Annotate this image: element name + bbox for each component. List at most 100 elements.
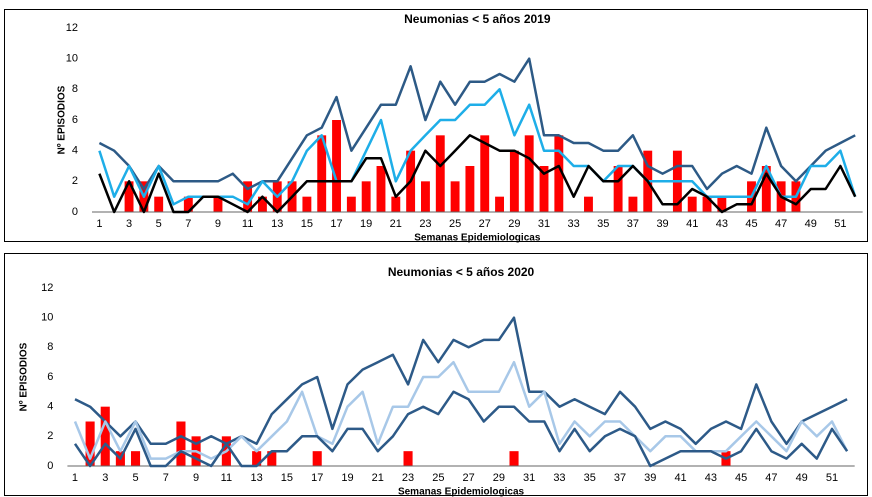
x-tick-label: 27 bbox=[462, 472, 474, 484]
bar bbox=[376, 166, 386, 212]
x-tick-label: 9 bbox=[193, 472, 199, 484]
x-tick-label: 49 bbox=[805, 218, 817, 230]
bar bbox=[687, 196, 697, 212]
y-tick-label: 0 bbox=[47, 460, 53, 472]
bar bbox=[403, 451, 413, 466]
x-tick-label: 21 bbox=[372, 472, 384, 484]
x-tick-label: 45 bbox=[745, 218, 757, 230]
bar bbox=[702, 196, 712, 212]
x-tick-label: 35 bbox=[584, 472, 596, 484]
y-tick-label: 4 bbox=[72, 145, 78, 157]
x-tick-label: 1 bbox=[72, 472, 78, 484]
bar bbox=[130, 451, 141, 466]
y-tick-label: 0 bbox=[72, 206, 78, 218]
line bbox=[73, 390, 849, 468]
bar bbox=[183, 196, 193, 212]
x-tick-label: 15 bbox=[281, 472, 293, 484]
x-tick-label: 43 bbox=[705, 472, 717, 484]
bar bbox=[176, 421, 186, 466]
x-tick-label: 31 bbox=[523, 472, 535, 484]
x-tick-label: 49 bbox=[796, 472, 808, 484]
bar bbox=[717, 196, 727, 212]
x-tick-label: 7 bbox=[163, 472, 169, 484]
chart-title: Neumonias < 5 años 2020 bbox=[388, 265, 535, 279]
x-tick-label: 15 bbox=[301, 218, 313, 230]
x-tick-label: 47 bbox=[775, 218, 787, 230]
bar bbox=[435, 135, 445, 212]
bar bbox=[317, 135, 327, 212]
bar bbox=[312, 451, 322, 466]
y-tick-label: 6 bbox=[47, 371, 53, 383]
bar bbox=[243, 181, 253, 212]
y-tick-label: 6 bbox=[72, 114, 78, 126]
y-tick-label: 8 bbox=[47, 341, 53, 353]
bar bbox=[524, 135, 534, 212]
frame bbox=[4, 253, 868, 496]
x-tick-label: 17 bbox=[311, 472, 323, 484]
x-tick-label: 23 bbox=[402, 472, 414, 484]
bar bbox=[85, 421, 95, 466]
bar bbox=[509, 451, 519, 466]
line bbox=[98, 88, 857, 206]
y-axis-title: Nº EPISODIOS bbox=[19, 342, 30, 411]
bar bbox=[154, 196, 164, 212]
x-tick-label: 9 bbox=[215, 218, 221, 230]
x-tick-label: 41 bbox=[674, 472, 686, 484]
x-tick-label: 5 bbox=[132, 472, 138, 484]
x-tick-label: 33 bbox=[568, 218, 580, 230]
x-tick-label: 51 bbox=[834, 218, 846, 230]
line bbox=[74, 316, 848, 446]
bar bbox=[257, 196, 267, 212]
y-tick-label: 10 bbox=[41, 312, 53, 324]
x-tick-label: 1 bbox=[96, 218, 102, 230]
bar bbox=[391, 196, 401, 212]
x-tick-label: 13 bbox=[271, 218, 283, 230]
x-tick-label: 13 bbox=[251, 472, 263, 484]
bar bbox=[252, 451, 262, 466]
x-tick-label: 37 bbox=[627, 218, 639, 230]
x-tick-label: 19 bbox=[341, 472, 353, 484]
x-tick-label: 31 bbox=[538, 218, 550, 230]
x-tick-label: 35 bbox=[597, 218, 609, 230]
x-tick-label: 51 bbox=[826, 472, 838, 484]
x-tick-label: 45 bbox=[735, 472, 747, 484]
x-tick-label: 29 bbox=[508, 218, 520, 230]
bar bbox=[361, 181, 371, 212]
bar bbox=[100, 406, 110, 466]
bar bbox=[213, 196, 223, 212]
x-axis-title: Semanas Epidemiologicas bbox=[398, 487, 525, 497]
bar bbox=[124, 181, 134, 212]
bar bbox=[554, 135, 564, 212]
x-tick-label: 5 bbox=[156, 218, 162, 230]
y-tick-label: 10 bbox=[66, 53, 78, 65]
x-tick-label: 27 bbox=[479, 218, 491, 230]
x-tick-label: 21 bbox=[390, 218, 402, 230]
bar bbox=[539, 166, 549, 212]
bar bbox=[761, 166, 771, 212]
y-tick-label: 12 bbox=[41, 282, 53, 294]
bar bbox=[495, 196, 504, 212]
bar bbox=[302, 196, 312, 212]
x-tick-label: 7 bbox=[185, 218, 191, 230]
x-tick-label: 29 bbox=[493, 472, 505, 484]
x-tick-label: 3 bbox=[126, 218, 132, 230]
bar bbox=[480, 135, 490, 212]
bar bbox=[584, 196, 593, 212]
x-tick-label: 39 bbox=[644, 472, 656, 484]
x-tick-label: 41 bbox=[686, 218, 698, 230]
bar bbox=[465, 166, 475, 212]
bar bbox=[267, 451, 277, 466]
x-axis-title: Semanas Epidemiologicas bbox=[414, 233, 541, 244]
x-tick-label: 11 bbox=[221, 472, 232, 484]
bar bbox=[450, 181, 460, 212]
x-tick-label: 11 bbox=[242, 218, 253, 230]
x-tick-label: 33 bbox=[553, 472, 565, 484]
line bbox=[98, 57, 856, 191]
x-tick-label: 37 bbox=[614, 472, 626, 484]
x-tick-label: 43 bbox=[716, 218, 728, 230]
line bbox=[73, 360, 849, 460]
y-tick-label: 2 bbox=[47, 430, 53, 442]
y-tick-label: 4 bbox=[47, 401, 53, 413]
x-tick-label: 47 bbox=[765, 472, 777, 484]
